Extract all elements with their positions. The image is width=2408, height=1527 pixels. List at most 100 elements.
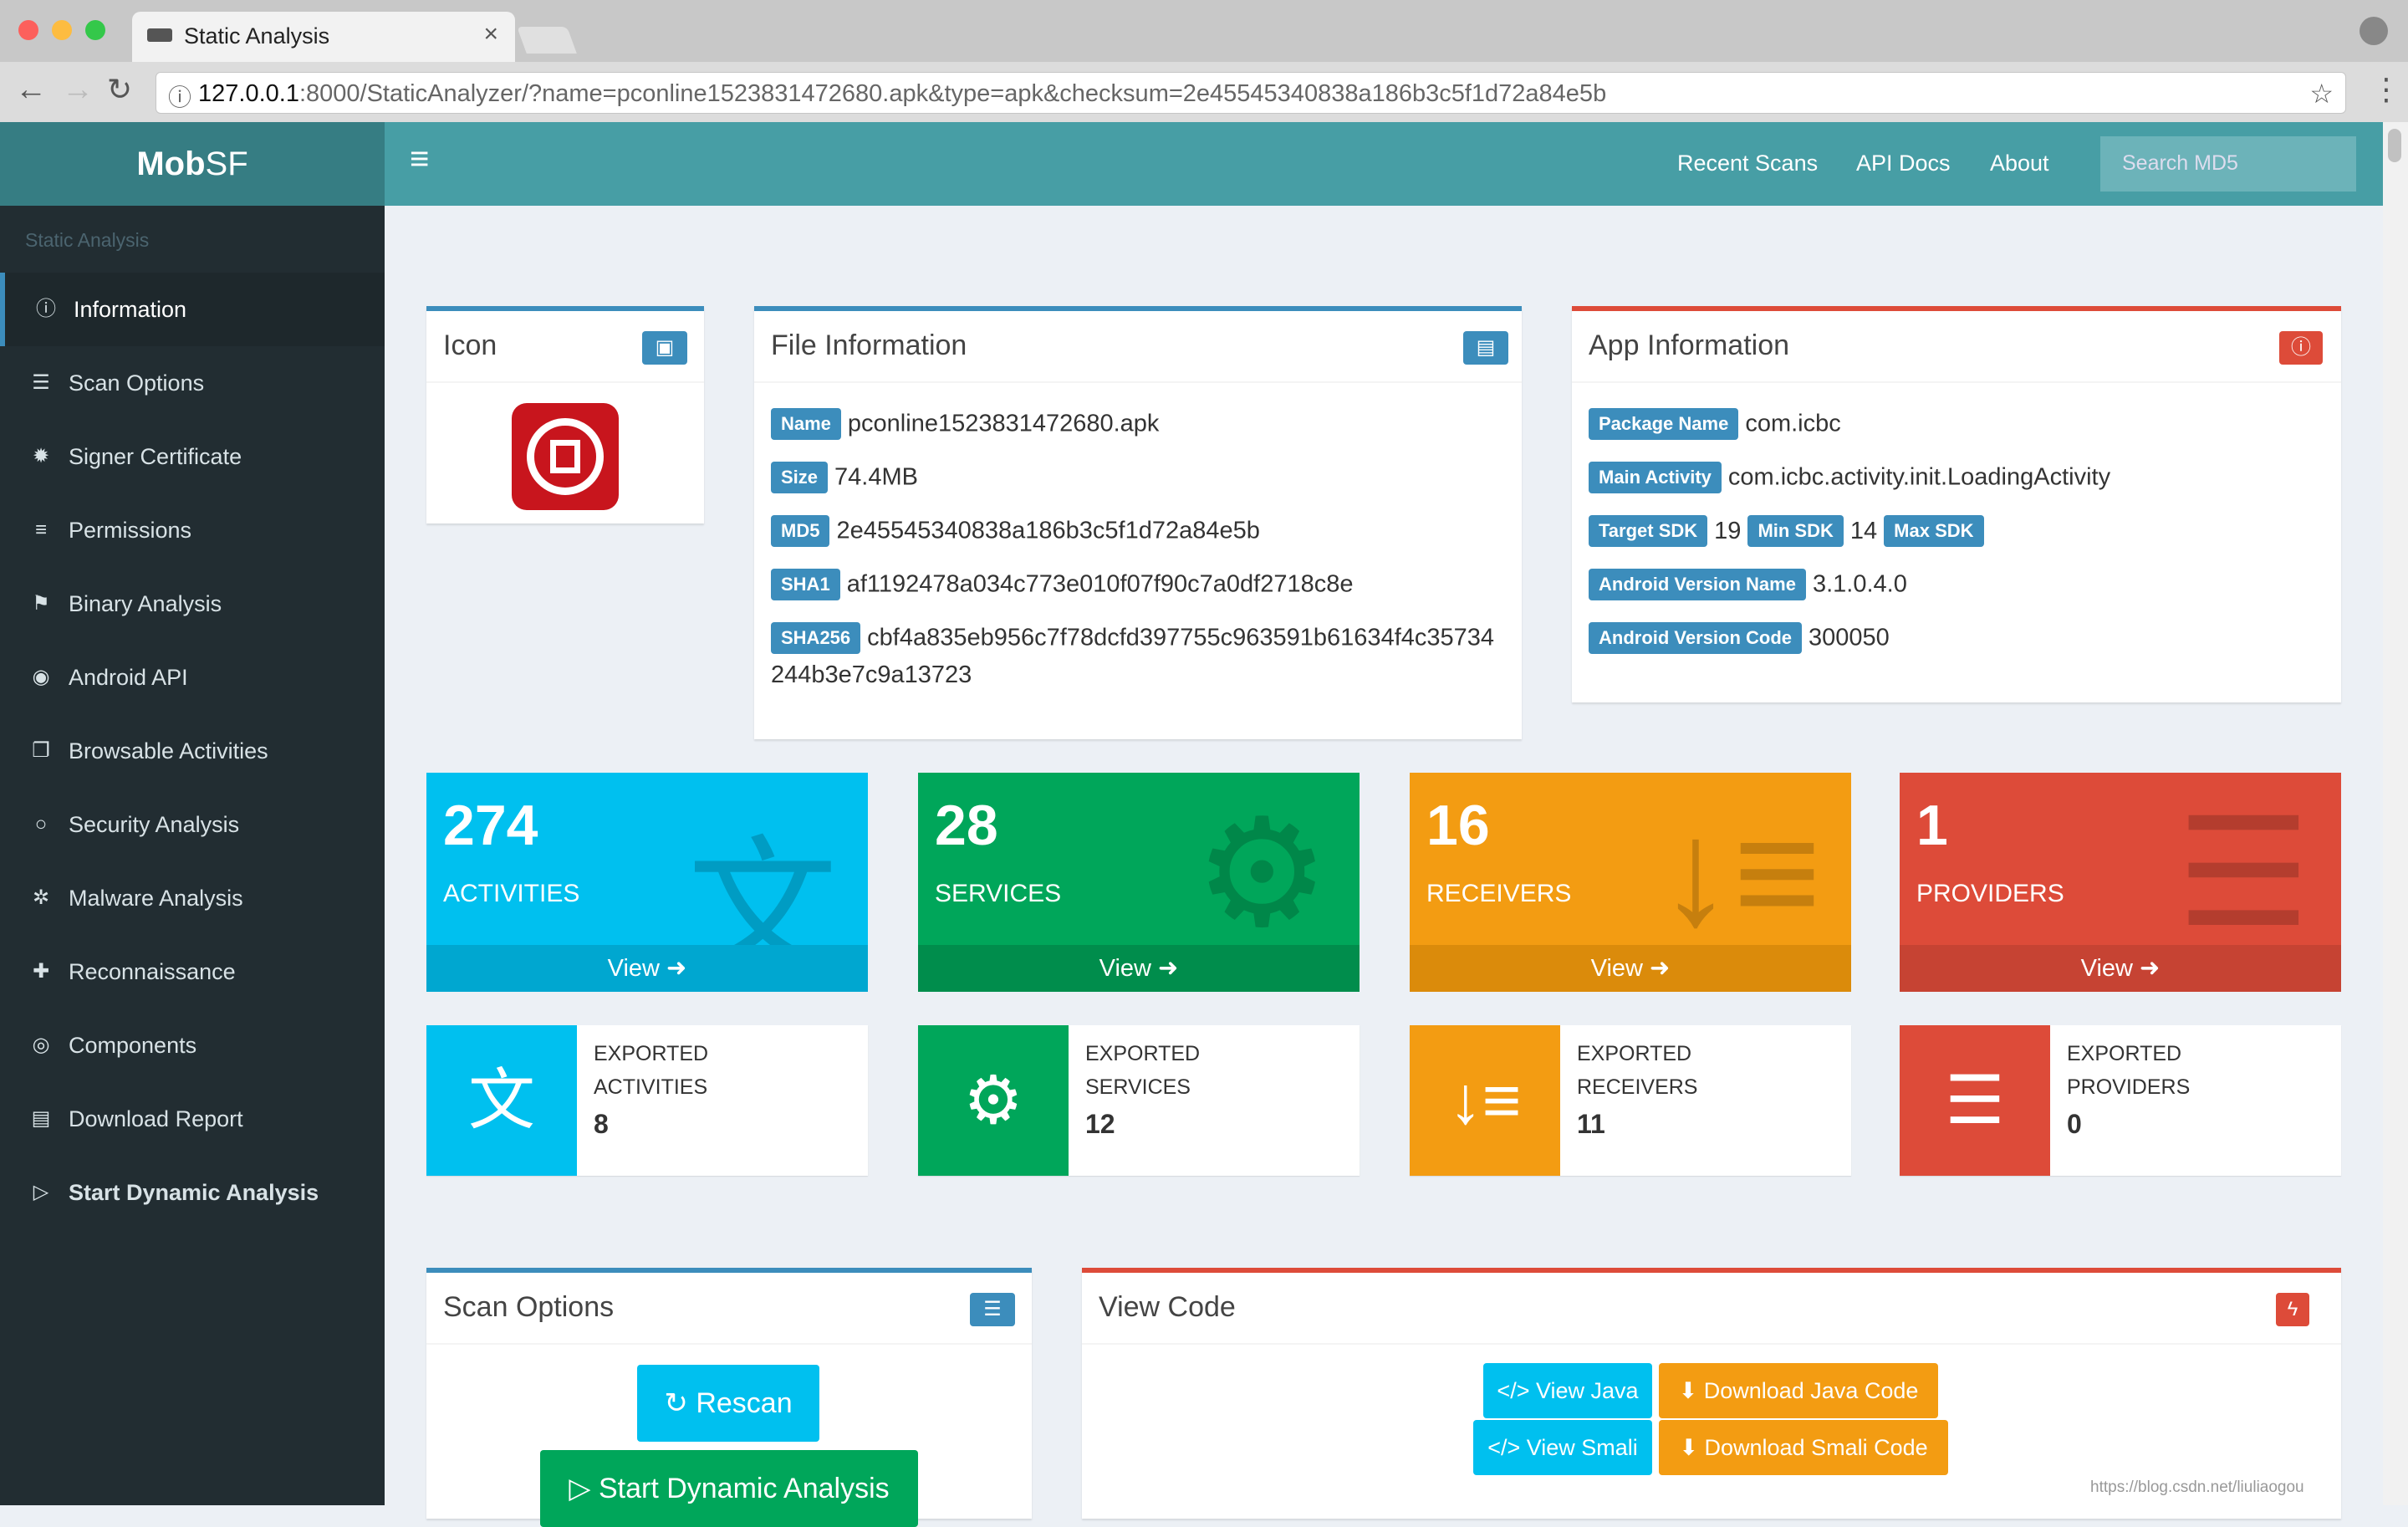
back-arrow-icon[interactable]: ← xyxy=(15,72,47,107)
nav-about[interactable]: About xyxy=(1990,151,2049,176)
providers-view-link[interactable]: View ➜ xyxy=(1900,945,2341,992)
database-icon: ☰ xyxy=(2176,789,2311,958)
flag-icon: ⚑ xyxy=(32,592,50,615)
sidebar-item-android-api[interactable]: ◉ Android API xyxy=(0,641,385,714)
circle-icon: ○ xyxy=(34,813,48,835)
maximize-window-button[interactable] xyxy=(85,20,105,40)
app-info-title: App Information xyxy=(1589,329,1790,361)
info-circle-icon: ⓘ xyxy=(36,298,56,320)
address-bar[interactable]: ⓘ 127.0.0.1:8000/StaticAnalyzer/?name=pc… xyxy=(156,72,2346,114)
exported-activities-box: 文 EXPORTED ACTIVITIES 8 xyxy=(426,1025,868,1176)
server-icon[interactable]: ☰ xyxy=(970,1293,1015,1326)
arrow-circle-right-icon: ➜ xyxy=(666,955,687,982)
nav-api-docs[interactable]: API Docs xyxy=(1856,151,1951,176)
view-smali-button[interactable]: </> View Smali xyxy=(1473,1420,1652,1475)
main-content: Icon ▣ File Information ▤ Name pconline15… xyxy=(385,206,2383,1527)
arrow-circle-right-icon: ➜ xyxy=(2140,955,2161,982)
exported-providers-count: 0 xyxy=(2067,1109,2082,1139)
version-name-label: Android Version Name xyxy=(1589,569,1806,600)
image-icon[interactable]: ▣ xyxy=(642,331,687,365)
plus-icon: ✚ xyxy=(32,960,50,983)
providers-stat-box: ☰ 1 PROVIDERS View ➜ xyxy=(1900,773,2341,992)
receivers-view-link[interactable]: View ➜ xyxy=(1410,945,1851,992)
close-window-button[interactable] xyxy=(18,20,38,40)
hamburger-menu-icon[interactable]: ≡ xyxy=(410,140,430,177)
reload-icon[interactable]: ↻ xyxy=(107,72,133,106)
info-icon[interactable]: ⓘ xyxy=(168,84,192,110)
dot-circle-icon: ◉ xyxy=(32,666,50,688)
sidebar-item-download-report[interactable]: ▤ Download Report xyxy=(0,1082,385,1156)
scrollbar[interactable] xyxy=(2383,122,2408,1505)
exported-providers-box: ☰ EXPORTED PROVIDERS 0 xyxy=(1900,1025,2341,1176)
file-name-value: pconline1523831472680.apk xyxy=(847,410,1160,437)
view-java-button[interactable]: </> View Java xyxy=(1483,1363,1652,1418)
sidebar-item-binary-analysis[interactable]: ⚑ Binary Analysis xyxy=(0,567,385,641)
sha256-value: cbf4a835eb956c7f78dcfd397755c963591b6163… xyxy=(867,624,1495,651)
sidebar-item-malware-analysis[interactable]: ✲ Malware Analysis xyxy=(0,861,385,935)
nav-recent-scans[interactable]: Recent Scans xyxy=(1677,151,1819,176)
sidebar-item-scan-options[interactable]: ☰ Scan Options xyxy=(0,346,385,420)
download-java-code-button[interactable]: ⬇ Download Java Code xyxy=(1659,1363,1938,1418)
sidebar-item-reconnaissance[interactable]: ✚ Reconnaissance xyxy=(0,935,385,1009)
activities-stat-box: 文 274 ACTIVITIES View ➜ xyxy=(426,773,868,993)
cogs-icon: ⚙ xyxy=(1194,789,1329,958)
file-icon[interactable]: ▤ xyxy=(1463,331,1508,365)
watermark: https://blog.csdn.net/liuliaogou xyxy=(2090,1478,2304,1496)
download-smali-code-button[interactable]: ⬇ Download Smali Code xyxy=(1659,1420,1948,1475)
tab-close-icon[interactable]: × xyxy=(483,20,498,48)
browser-chrome: Static Analysis × ← → ↻ ⓘ 127.0.0.1:8000… xyxy=(0,0,2408,122)
file-info-title: File Information xyxy=(771,329,967,361)
language-icon: 文 xyxy=(426,1025,577,1176)
play-circle-icon: ▷ xyxy=(33,1181,49,1203)
exported-services-count: 12 xyxy=(1085,1109,1115,1139)
scan-options-title: Scan Options xyxy=(443,1291,615,1323)
new-tab-button[interactable] xyxy=(517,27,577,54)
sidebar-item-browsable-activities[interactable]: ❐ Browsable Activities xyxy=(0,714,385,788)
profile-icon[interactable] xyxy=(2360,17,2388,45)
brand-logo[interactable]: MobSF xyxy=(0,122,385,206)
app-information-box: App Information ⓘ Package Name com.icbc M… xyxy=(1572,306,2341,702)
favicon-icon xyxy=(147,28,172,42)
forward-arrow-icon[interactable]: → xyxy=(62,72,94,107)
exported-receivers-box: ↓≡ EXPORTED RECEIVERS 11 xyxy=(1410,1025,1851,1176)
download-icon: ⬇ xyxy=(1678,1378,1698,1403)
services-view-link[interactable]: View ➜ xyxy=(918,945,1360,992)
providers-label: PROVIDERS xyxy=(1916,880,2064,907)
size-label: Size xyxy=(771,462,829,493)
services-label: SERVICES xyxy=(935,880,1062,907)
bolt-icon[interactable]: ϟ xyxy=(2276,1293,2309,1326)
sidebar-item-security-analysis[interactable]: ○ Security Analysis xyxy=(0,788,385,861)
tab-title: Static Analysis xyxy=(184,23,330,49)
bookmark-star-icon[interactable]: ☆ xyxy=(2309,79,2334,109)
sidebar-item-signer-certificate[interactable]: ✹ Signer Certificate xyxy=(0,420,385,493)
sidebar-item-permissions[interactable]: ≡ Permissions xyxy=(0,493,385,567)
code-icon: </> xyxy=(1487,1435,1521,1460)
sidebar-item-components[interactable]: ◎ Components xyxy=(0,1009,385,1082)
version-name-value: 3.1.0.4.0 xyxy=(1812,570,1907,598)
tab-strip: Static Analysis × xyxy=(0,0,2408,62)
version-code-value: 300050 xyxy=(1809,624,1890,651)
activities-count: 274 xyxy=(443,794,538,857)
target-sdk-value: 19 xyxy=(1714,517,1742,544)
rescan-button[interactable]: ↻ Rescan xyxy=(637,1365,819,1442)
receivers-stat-box: ↓≡ 16 RECEIVERS View ➜ xyxy=(1410,773,1851,992)
exported-services-box: ⚙ EXPORTED SERVICES 12 xyxy=(918,1025,1360,1176)
download-icon: ⬇ xyxy=(1679,1435,1698,1460)
icon-box-title: Icon xyxy=(443,329,497,361)
info-circle-icon[interactable]: ⓘ xyxy=(2279,331,2323,365)
sidebar-item-start-dynamic-analysis[interactable]: ▷ Start Dynamic Analysis xyxy=(0,1156,385,1229)
start-dynamic-analysis-button[interactable]: ▷ Start Dynamic Analysis xyxy=(540,1450,918,1527)
menu-dots-icon[interactable]: ⋮ xyxy=(2371,72,2401,106)
clone-icon: ❐ xyxy=(32,739,50,762)
certificate-icon: ✹ xyxy=(32,445,50,467)
icon-box: Icon ▣ xyxy=(426,306,704,523)
cogs-icon: ⚙ xyxy=(918,1025,1069,1176)
app-icon xyxy=(512,403,619,510)
minimize-window-button[interactable] xyxy=(52,20,72,40)
exported-receivers-count: 11 xyxy=(1577,1109,1605,1139)
sidebar-item-information[interactable]: ⓘ Information xyxy=(0,273,385,346)
activities-view-link[interactable]: View ➜ xyxy=(426,945,868,992)
browser-tab[interactable]: Static Analysis × xyxy=(132,12,515,62)
search-md5-input[interactable]: Search MD5 xyxy=(2100,136,2356,192)
scrollbar-thumb[interactable] xyxy=(2388,129,2401,162)
